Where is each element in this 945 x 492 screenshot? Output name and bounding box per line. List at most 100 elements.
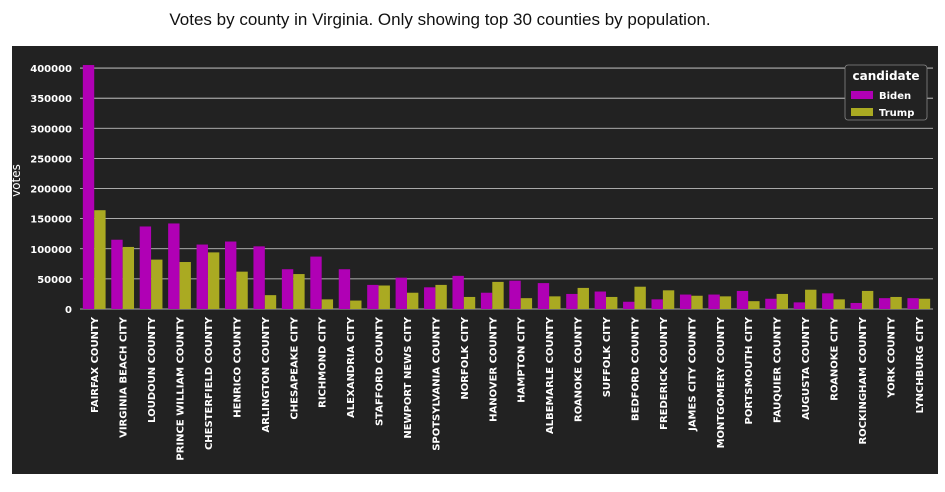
bar-trump bbox=[833, 299, 845, 309]
bar-trump bbox=[805, 289, 817, 309]
bar-biden bbox=[225, 241, 237, 309]
bar-chart: 0 50000 100000 150000 200000 250000 300000 3500… bbox=[12, 64, 933, 461]
y-tick-label: 400000 bbox=[30, 64, 72, 75]
bar-biden bbox=[452, 275, 464, 309]
x-tick-label: PORTSMOUTH CITY bbox=[744, 316, 755, 424]
bar-trump bbox=[634, 286, 646, 309]
legend-label-biden: Biden bbox=[879, 91, 911, 102]
y-tick-label: 150000 bbox=[30, 215, 72, 226]
bar-biden bbox=[253, 246, 265, 309]
bar-biden bbox=[850, 302, 862, 309]
bar-biden bbox=[907, 298, 919, 309]
bar-biden bbox=[537, 283, 550, 309]
bar-trump bbox=[890, 296, 902, 309]
bar-biden bbox=[338, 269, 351, 309]
x-tick-label: FREDERICK COUNTY bbox=[659, 316, 670, 430]
x-tick-label: BEDFORD COUNTY bbox=[630, 316, 641, 421]
bar-trump bbox=[492, 281, 504, 309]
bar-biden bbox=[82, 65, 95, 310]
bar-biden bbox=[765, 298, 777, 309]
bar-trump bbox=[577, 287, 589, 309]
bar-trump bbox=[293, 274, 305, 309]
chart-title: Votes by county in Virginia. Only showin… bbox=[169, 10, 711, 29]
bar-biden bbox=[310, 256, 322, 309]
bar-trump bbox=[662, 290, 675, 309]
x-tick-label: ALEXANDRIA CITY bbox=[346, 316, 357, 418]
x-tick-label: HAMPTON CITY bbox=[517, 316, 528, 402]
bar-biden bbox=[111, 239, 123, 309]
legend-swatch-biden bbox=[851, 91, 873, 99]
bar-trump bbox=[122, 246, 135, 309]
bar-trump bbox=[861, 290, 874, 309]
x-tick-label: CHESAPEAKE CITY bbox=[289, 316, 300, 419]
bar-trump bbox=[406, 292, 419, 309]
x-tick-label: YORK COUNTY bbox=[886, 316, 897, 398]
x-tick-label: ROANOKE COUNTY bbox=[574, 316, 585, 422]
bar-trump bbox=[435, 284, 447, 309]
y-tick-label: 350000 bbox=[30, 94, 72, 105]
bar-trump bbox=[776, 293, 788, 309]
bar-biden bbox=[196, 244, 208, 309]
legend-swatch-trump bbox=[851, 108, 873, 116]
x-tick-label: HENRICO COUNTY bbox=[232, 316, 243, 417]
bar-trump bbox=[350, 300, 362, 309]
bar-trump bbox=[151, 259, 163, 309]
bar-trump bbox=[918, 298, 931, 309]
bar-trump bbox=[691, 295, 703, 309]
y-tick-label: 50000 bbox=[37, 275, 72, 286]
bar-biden bbox=[367, 284, 379, 309]
x-tick-label: MONTGOMERY COUNTY bbox=[716, 316, 727, 448]
x-tick-label: VIRGINIA BEACH CITY bbox=[119, 316, 130, 438]
bar-biden bbox=[679, 294, 692, 309]
bar-trump bbox=[179, 262, 191, 309]
bar-biden bbox=[651, 299, 663, 309]
bar-biden bbox=[566, 293, 578, 309]
x-tick-label: NEWPORT NEWS CITY bbox=[403, 316, 414, 438]
bar-biden bbox=[708, 294, 720, 309]
x-tick-label: SUFFOLK CITY bbox=[602, 316, 613, 397]
bar-trump bbox=[378, 285, 390, 309]
x-tick-label: ALBEMARLE COUNTY bbox=[545, 316, 556, 434]
y-tick-label: 250000 bbox=[30, 154, 72, 165]
x-tick-label: ARLINGTON COUNTY bbox=[261, 316, 272, 432]
y-tick-label: 100000 bbox=[30, 245, 72, 256]
bar-trump bbox=[321, 299, 334, 309]
legend-title: candidate bbox=[852, 69, 919, 83]
y-tick-label: 200000 bbox=[30, 185, 72, 196]
x-tick-label: RICHMOND CITY bbox=[318, 316, 329, 408]
x-tick-label: PRINCE WILLIAM COUNTY bbox=[176, 316, 187, 460]
bar-biden bbox=[139, 226, 152, 309]
bar-trump bbox=[719, 296, 732, 309]
chart-area: 0 50000 100000 150000 200000 250000 300000 3500… bbox=[12, 46, 938, 474]
bar-trump bbox=[236, 271, 248, 309]
bar-trump bbox=[606, 296, 618, 309]
bar-trump bbox=[520, 298, 533, 309]
bar-biden bbox=[822, 293, 834, 309]
bar-trump bbox=[748, 301, 760, 309]
legend-box bbox=[844, 64, 928, 121]
x-tick-label: AUGUSTA COUNTY bbox=[801, 316, 812, 419]
bar-biden bbox=[736, 290, 749, 309]
bar-trump bbox=[549, 296, 561, 309]
legend-label-trump: Trump bbox=[879, 108, 914, 119]
bar-biden bbox=[623, 301, 635, 309]
bar-biden bbox=[509, 280, 521, 309]
x-tick-label: HANOVER COUNTY bbox=[488, 316, 499, 422]
y-tick-label: 0 bbox=[65, 305, 72, 316]
bar-biden bbox=[878, 298, 891, 309]
x-tick-label: LYNCHBURG CITY bbox=[915, 316, 926, 413]
x-tick-label: ROCKINGHAM COUNTY bbox=[858, 316, 869, 444]
bar-trump bbox=[94, 210, 106, 309]
bar-biden bbox=[594, 291, 607, 309]
x-tick-label: FAIRFAX COUNTY bbox=[90, 316, 101, 413]
bar-biden bbox=[168, 223, 180, 309]
x-tick-label: FAUQUIER COUNTY bbox=[773, 316, 784, 423]
bar-biden bbox=[793, 302, 806, 309]
bar-biden bbox=[395, 277, 407, 309]
bar-trump bbox=[264, 295, 277, 309]
bar-biden bbox=[480, 292, 493, 309]
x-tick-label: SPOTSYLVANIA COUNTY bbox=[431, 316, 442, 451]
x-tick-label: NORFOLK CITY bbox=[460, 316, 471, 399]
x-tick-label: CHESTERFIELD COUNTY bbox=[204, 316, 215, 450]
x-tick-label: LOUDOUN COUNTY bbox=[147, 316, 158, 423]
